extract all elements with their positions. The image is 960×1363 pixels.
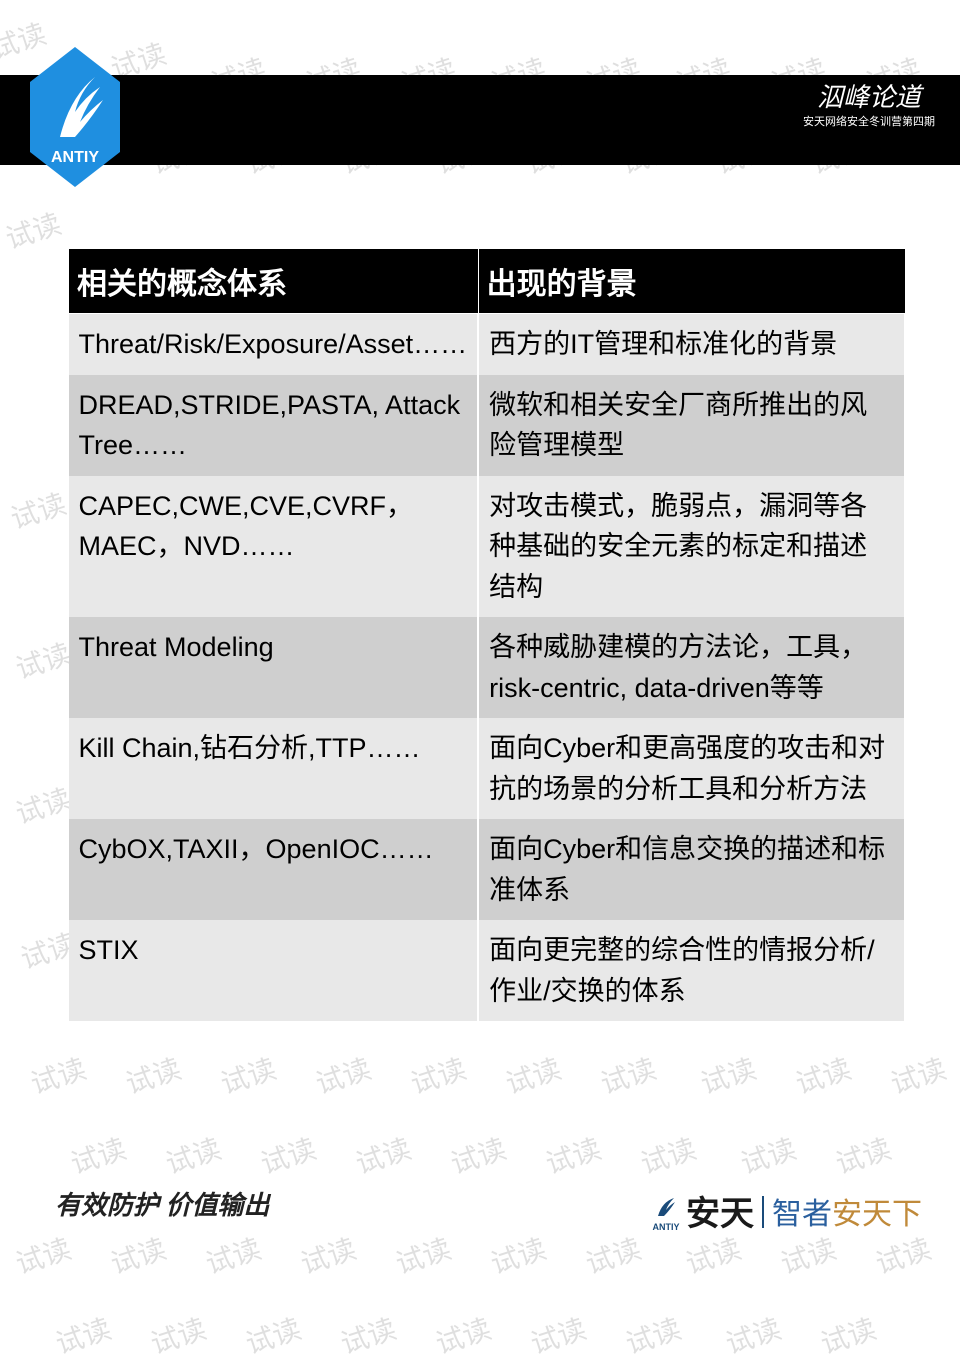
watermark: 试读 xyxy=(405,1047,471,1102)
watermark: 试读 xyxy=(580,1227,646,1282)
table-cell-background: 各种威胁建模的方法论，工具，risk-centric, data-driven等… xyxy=(478,617,905,718)
slogan-part2: 安天下 xyxy=(832,1198,922,1231)
watermark: 试读 xyxy=(120,1047,186,1102)
watermark: 试读 xyxy=(790,1047,856,1102)
watermark: 试读 xyxy=(540,1127,606,1182)
watermark: 试读 xyxy=(25,1047,91,1102)
watermark: 试读 xyxy=(310,1047,376,1102)
table-cell-concept: CAPEC,CWE,CVE,CVRF，MAEC，NVD…… xyxy=(69,476,479,618)
table-cell-background: 微软和相关安全厂商所推出的风险管理模型 xyxy=(478,375,905,476)
table-cell-concept: STIX xyxy=(69,920,479,1021)
table-header-col2: 出现的背景 xyxy=(478,249,905,314)
table-row: Threat/Risk/Exposure/Asset…… 西方的IT管理和标准化… xyxy=(69,314,906,375)
table-cell-concept: Kill Chain,钻石分析,TTP…… xyxy=(69,718,479,819)
watermark: 试读 xyxy=(105,1227,171,1282)
watermark: 试读 xyxy=(485,1227,551,1282)
table-cell-concept: CybOX,TAXII，OpenIOC…… xyxy=(69,819,479,920)
watermark: 试读 xyxy=(0,202,66,257)
watermark: 试读 xyxy=(830,1127,896,1182)
table-row: CAPEC,CWE,CVE,CVRF，MAEC，NVD…… 对攻击模式，脆弱点，… xyxy=(69,476,906,618)
slogan-part1: 智者 xyxy=(772,1198,832,1231)
watermark: 试读 xyxy=(390,1227,456,1282)
table-cell-concept: Threat Modeling xyxy=(69,617,479,718)
table-header-row: 相关的概念体系 出现的背景 xyxy=(69,249,906,314)
footer-brand-cn: 安天 xyxy=(686,1198,754,1232)
table-cell-background: 对攻击模式，脆弱点，漏洞等各种基础的安全元素的标定和描述结构 xyxy=(478,476,905,618)
watermark: 试读 xyxy=(10,777,76,832)
concepts-table: 相关的概念体系 出现的背景 Threat/Risk/Exposure/Asset… xyxy=(68,248,906,1021)
logo-brand-text: ANTIY xyxy=(51,149,99,166)
watermark: 试读 xyxy=(635,1127,701,1182)
table-cell-background: 面向Cyber和信息交换的描述和标准体系 xyxy=(478,819,905,920)
watermark: 试读 xyxy=(775,1227,841,1282)
watermark: 试读 xyxy=(430,1307,496,1362)
watermark: 试读 xyxy=(50,1307,116,1362)
table-cell-background: 面向Cyber和更高强度的攻击和对抗的场景的分析工具和分析方法 xyxy=(478,718,905,819)
footer-brand-en: ANTIY xyxy=(653,1222,680,1232)
header-right-block: 泅峰论道 安天网络安全冬训营第四期 xyxy=(803,85,935,129)
watermark: 试读 xyxy=(445,1127,511,1182)
watermark: 试读 xyxy=(885,1047,951,1102)
footer-left-text: 有效防护 价值输出 xyxy=(55,1185,270,1222)
watermark: 试读 xyxy=(695,1047,761,1102)
table-cell-background: 面向更完整的综合性的情报分析/作业/交换的体系 xyxy=(478,920,905,1021)
watermark: 试读 xyxy=(680,1227,746,1282)
footer-divider xyxy=(762,1196,764,1228)
table-cell-concept: Threat/Risk/Exposure/Asset…… xyxy=(69,314,479,375)
watermark: 试读 xyxy=(815,1307,881,1362)
watermark: 试读 xyxy=(870,1227,936,1282)
footer-slogan: 智者安天下 xyxy=(772,1200,922,1230)
watermark: 试读 xyxy=(10,1227,76,1282)
watermark: 试读 xyxy=(335,1307,401,1362)
watermark: 试读 xyxy=(720,1307,786,1362)
watermark: 试读 xyxy=(145,1307,211,1362)
footer-logo-icon: ANTIY xyxy=(652,1194,680,1232)
watermark: 试读 xyxy=(240,1307,306,1362)
watermark: 试读 xyxy=(5,482,71,537)
footer-right-block: ANTIY 安天 智者安天下 xyxy=(652,1194,922,1232)
watermark: 试读 xyxy=(295,1227,361,1282)
watermark: 试读 xyxy=(620,1307,686,1362)
table-cell-concept: DREAD,STRIDE,PASTA, Attack Tree…… xyxy=(69,375,479,476)
watermark: 试读 xyxy=(735,1127,801,1182)
watermark: 试读 xyxy=(215,1047,281,1102)
table-cell-background: 西方的IT管理和标准化的背景 xyxy=(478,314,905,375)
header-calligraphy: 泅峰论道 xyxy=(803,85,935,111)
watermark: 试读 xyxy=(65,1127,131,1182)
watermark: 试读 xyxy=(595,1047,661,1102)
table-row: STIX 面向更完整的综合性的情报分析/作业/交换的体系 xyxy=(69,920,906,1021)
watermark: 试读 xyxy=(10,632,76,687)
table-row: CybOX,TAXII，OpenIOC…… 面向Cyber和信息交换的描述和标准… xyxy=(69,819,906,920)
watermark: 试读 xyxy=(350,1127,416,1182)
watermark: 试读 xyxy=(200,1227,266,1282)
table-row: Kill Chain,钻石分析,TTP…… 面向Cyber和更高强度的攻击和对抗… xyxy=(69,718,906,819)
table-header-col1: 相关的概念体系 xyxy=(69,249,479,314)
watermark: 试读 xyxy=(525,1307,591,1362)
watermark: 试读 xyxy=(255,1127,321,1182)
watermark: 试读 xyxy=(500,1047,566,1102)
watermark: 试读 xyxy=(160,1127,226,1182)
header-subtitle: 安天网络安全冬训营第四期 xyxy=(803,113,935,129)
table-row: Threat Modeling 各种威胁建模的方法论，工具，risk-centr… xyxy=(69,617,906,718)
antiy-logo: ANTIY xyxy=(25,42,125,192)
table-row: DREAD,STRIDE,PASTA, Attack Tree…… 微软和相关安… xyxy=(69,375,906,476)
